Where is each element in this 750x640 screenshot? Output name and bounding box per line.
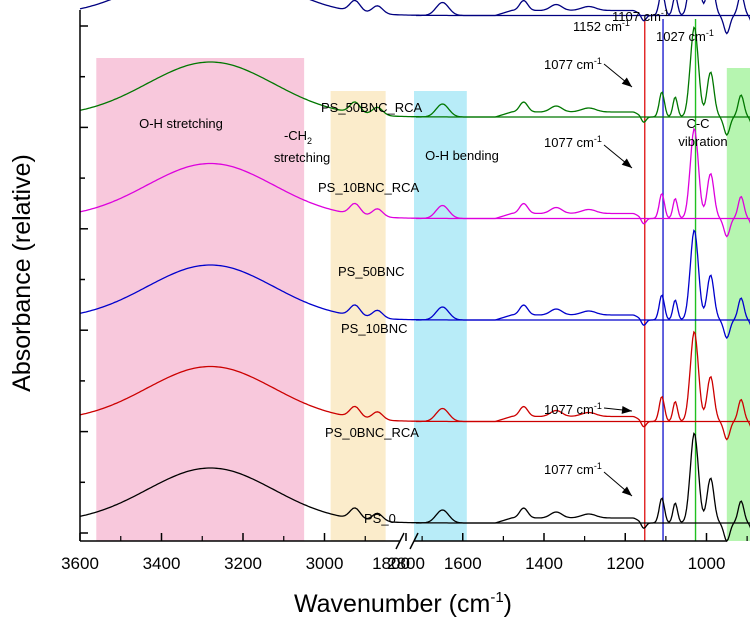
x-axis-title: Wavenumber (cm-1) — [294, 589, 512, 618]
series-label-1: PS_0BNC_RCA — [325, 425, 419, 440]
x-tick-label-6: 1600 — [444, 554, 482, 573]
series-label-3: PS_50BNC — [338, 264, 404, 279]
series-line-right-1 — [416, 330, 750, 441]
x-tick-label-4: 2800 — [387, 554, 425, 573]
x-tick-label-5: 1800 — [372, 554, 410, 573]
axes-layer — [79, 10, 748, 550]
arrow-label-3: 1077 cm-1 — [544, 461, 602, 477]
series-label-4: PS_10BNC_RCA — [318, 180, 419, 195]
region-label-3: C-C — [686, 116, 709, 131]
axis-break-mark-1 — [395, 532, 405, 550]
x-tick-label-3: 3000 — [306, 554, 344, 573]
series-line-left-2 — [79, 264, 750, 321]
arrow-head-1 — [621, 158, 632, 168]
vlines-layer — [644, 19, 697, 541]
x-tick-label-2: 3200 — [224, 554, 262, 573]
x-tick-label-9: 1000 — [688, 554, 726, 573]
x-tick-label-8: 1200 — [606, 554, 644, 573]
arrow-head-2 — [621, 405, 632, 414]
series-label-0: PS_0 — [364, 511, 396, 526]
y-axis-title: Absorbance (relative) — [8, 154, 36, 392]
vline-label-2: 1027 cm-1 — [656, 28, 714, 44]
region-label-3b: vibration — [678, 134, 727, 149]
vline-label-0: 1152 cm-1 — [573, 18, 630, 34]
series-layer — [79, 0, 750, 543]
axis-break-mark-2 — [409, 532, 419, 550]
series-label-5: PS_50BNC_RCA — [321, 100, 422, 115]
region-band-1 — [330, 91, 386, 541]
series-line-left-0 — [79, 467, 750, 524]
x-tick-label-0: 3600 — [61, 554, 99, 573]
x-tick-label-7: 1400 — [525, 554, 563, 573]
series-line-right-0 — [416, 432, 750, 543]
series-line-right-4 — [416, 26, 750, 137]
x-tick-label-1: 3400 — [143, 554, 181, 573]
series-line-left-1 — [79, 365, 750, 423]
series-line-right-2 — [416, 229, 750, 340]
vline-label-1: 1107 cm-1 — [612, 8, 669, 24]
region-label-0: O-H stretching — [139, 116, 223, 131]
region-label-1b: stretching — [274, 150, 330, 165]
arrow-label-0: 1077 cm-1 — [544, 56, 602, 72]
series-label-2: PS_10BNC — [341, 321, 407, 336]
series-line-left-5 — [79, 0, 750, 17]
arrow-label-1: 1077 cm-1 — [544, 134, 602, 150]
region-band-2 — [414, 91, 467, 541]
arrow-label-2: 1077 cm-1 — [544, 401, 602, 417]
series-line-right-5 — [416, 0, 750, 35]
series-line-right-3 — [416, 127, 750, 238]
region-band-0 — [96, 58, 305, 541]
series-line-left-4 — [79, 61, 750, 118]
arrow-head-0 — [621, 77, 632, 87]
series-line-left-3 — [79, 162, 750, 220]
region-label-2: O-H bending — [425, 148, 499, 163]
region-label-1: -CH2 — [284, 128, 312, 146]
arrow-head-3 — [621, 486, 632, 496]
text-layer: Absorbance (relative) Wavenumber (cm-1) … — [8, 8, 728, 618]
